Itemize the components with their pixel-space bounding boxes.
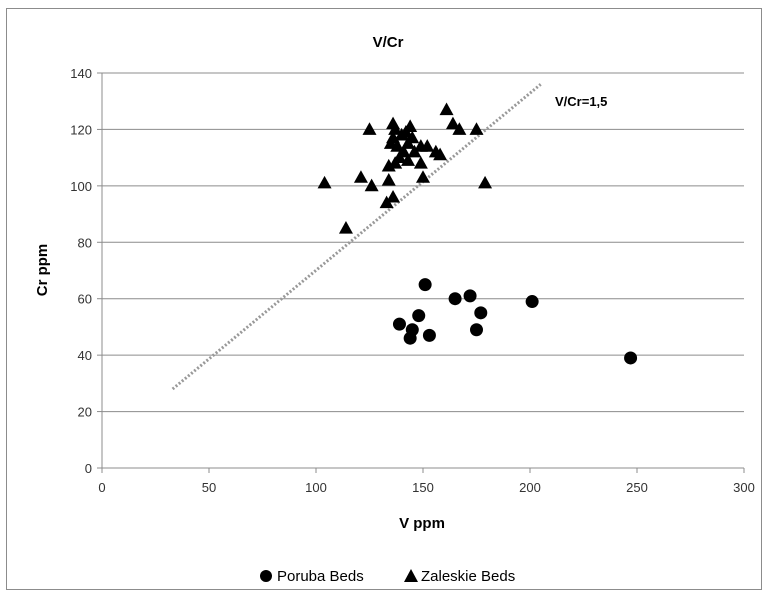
zaleskie-beds-point [414,156,428,169]
y-tick-label-100: 100 [70,179,92,194]
x-tick-label-150: 150 [412,480,434,495]
poruba-beds-point [406,323,419,336]
poruba-beds-point [412,309,425,322]
reference-line-vcr [173,84,541,389]
zaleskie-beds-point [470,122,484,135]
zaleskie-beds-point [382,173,396,186]
poruba-beds-point [474,306,487,319]
y-tick-label-60: 60 [78,292,92,307]
legend: Poruba Beds Zaleskie Beds [260,568,515,585]
legend-marker-zaleskie-beds [404,569,418,582]
y-tick-label-120: 120 [70,122,92,137]
chart-title: V/Cr [373,34,404,51]
poruba-beds-point [526,295,539,308]
zaleskie-beds-point [403,119,417,132]
zaleskie-beds-point [386,190,400,203]
gridlines [102,73,744,412]
reference-line-group [173,84,541,389]
poruba-beds-point [393,318,406,331]
legend-marker-poruba-beds [260,570,272,582]
zaleskie-beds-point [354,170,368,183]
x-tick-label-100: 100 [305,480,327,495]
poruba-beds-point [464,289,477,302]
zaleskie-beds-point [339,221,353,234]
x-tick-label-0: 0 [98,480,105,495]
x-tick-label-250: 250 [626,480,648,495]
x-tick-label-50: 50 [202,480,216,495]
zaleskie-beds-point [478,176,492,189]
x-tick-label-200: 200 [519,480,541,495]
y-tick-label-20: 20 [78,405,92,420]
poruba-beds-point [423,329,436,342]
legend-label-zaleskie-beds: Zaleskie Beds [421,568,515,585]
zaleskie-beds-point [363,122,377,135]
poruba-beds-point [449,292,462,305]
x-axis-title: V ppm [399,515,445,532]
legend-label-poruba-beds: Poruba Beds [277,568,364,585]
axes [97,73,744,473]
zaleskie-beds-point [440,102,454,115]
reference-line-label: V/Cr=1,5 [555,94,607,109]
y-tick-labels: 0 20 40 60 80 100 120 140 [70,66,92,476]
zaleskie-beds-point [365,179,379,192]
y-tick-label-80: 80 [78,235,92,250]
data-points [318,102,638,364]
y-tick-label-140: 140 [70,66,92,81]
y-tick-label-40: 40 [78,348,92,363]
poruba-beds-point [624,351,637,364]
poruba-beds-point [419,278,432,291]
y-axis-title: Cr ppm [34,244,51,297]
x-tick-labels: 0 50 100 150 200 250 300 [98,480,754,495]
zaleskie-beds-point [318,176,332,189]
y-tick-label-0: 0 [85,461,92,476]
poruba-beds-point [470,323,483,336]
x-tick-label-300: 300 [733,480,755,495]
